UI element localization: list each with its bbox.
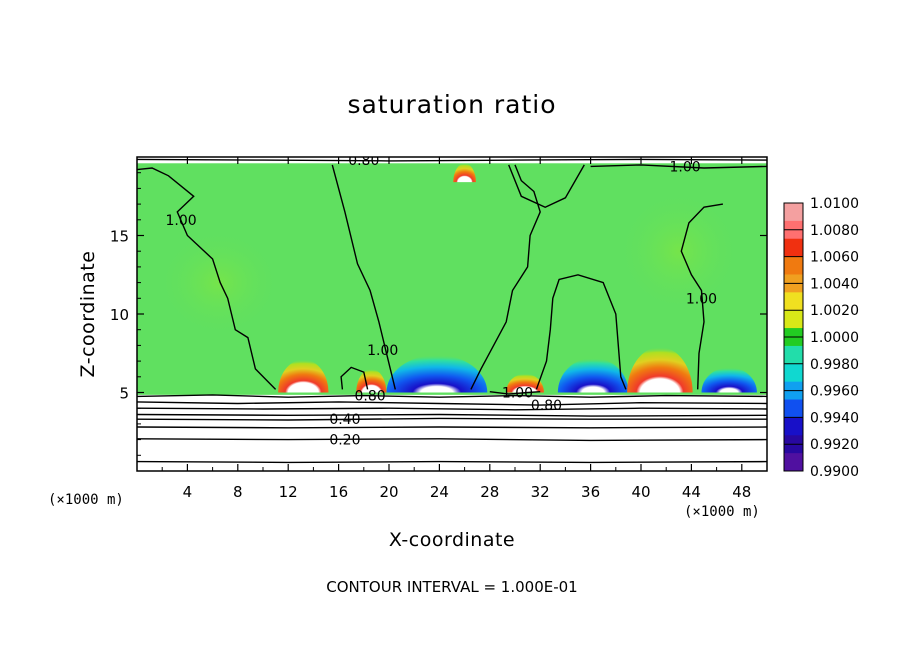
contour-lines: 1.001.001.001.001.000.800.800.800.400.20: [137, 153, 767, 464]
field-blob-cool: [701, 367, 757, 393]
contour-label: 1.00: [502, 386, 533, 402]
colorbar-label: 1.0040: [810, 276, 859, 292]
x-tick-label: 16: [329, 483, 348, 501]
x-tick-label: 40: [631, 483, 650, 501]
x-axis-label: X-coordinate: [389, 529, 515, 551]
colorbar-swatch: [784, 363, 803, 383]
contour-line: [470, 164, 541, 390]
colorbar-label: 1.0060: [810, 250, 859, 266]
colorbar: 1.0100 1.0080 1.0060 1.0040 1.0020 1.0000 0.99…: [783, 196, 859, 480]
x-tick-label: 8: [233, 483, 243, 501]
contour-line: [137, 426, 767, 429]
colorbar-swatch: [784, 417, 803, 436]
field-blob-cool: [557, 357, 629, 393]
contour-line: [137, 438, 767, 442]
x-tick-label: 20: [379, 483, 398, 501]
colorbar-swatch: [784, 292, 803, 311]
colorbar-label: 1.0080: [810, 223, 859, 239]
colorbar-label: 0.9980: [810, 357, 859, 373]
field-blob-warm: [627, 346, 693, 393]
contour-label: 0.80: [355, 389, 386, 405]
y-axis-label: Z-coordinate: [77, 251, 99, 378]
contour-line: [340, 366, 369, 390]
colorbar-label: 1.0020: [810, 303, 859, 319]
contour-line: [535, 274, 627, 390]
contour-interval-note: CONTOUR INTERVAL = 1.000E-01: [326, 578, 577, 596]
field-blob-warm: [278, 359, 329, 393]
field-blob-faint: [155, 227, 282, 338]
colorbar-label: 1.0000: [810, 330, 859, 346]
contour-line: [137, 460, 767, 464]
contour-label: 0.20: [329, 433, 360, 449]
colorbar-label: 0.9900: [810, 464, 859, 480]
field-blob-warm: [506, 373, 544, 393]
y-tick-label: 10: [110, 306, 129, 324]
contour-line: [680, 203, 724, 390]
contour-line: [508, 164, 585, 208]
colorbar-label: 0.9940: [810, 410, 859, 426]
colorbar-swatch: [784, 256, 803, 275]
contour-line: [137, 394, 767, 398]
contour-label: 1.00: [686, 291, 717, 307]
contour-label: 1.00: [367, 343, 398, 359]
x-tick-label: 24: [430, 483, 449, 501]
x-tick-label: 28: [480, 483, 499, 501]
y-tick-label: 5: [119, 385, 129, 403]
contour-line: [331, 164, 396, 390]
contour-line: [137, 413, 767, 417]
x-axis: 4 8 12 16 20 24 28 32 36 40 44 48: [161, 157, 751, 501]
contour-line: [137, 401, 767, 406]
contour-label: 0.40: [329, 412, 360, 428]
chart-title: saturation ratio: [347, 90, 556, 119]
x-tick-label: 12: [279, 483, 298, 501]
x-tick-label: 48: [732, 483, 751, 501]
contour-line: [137, 158, 767, 162]
field-blob-warm: [453, 163, 476, 183]
x-unit-label: (×1000 m): [684, 504, 760, 520]
contour-line: [590, 164, 767, 169]
field-blob-faint: [615, 188, 742, 314]
colorbar-label: 0.9920: [810, 437, 859, 453]
contour-label: 1.00: [670, 159, 701, 175]
contour-line: [137, 407, 767, 411]
x-tick-label: 32: [531, 483, 550, 501]
colorbar-swatch: [784, 453, 803, 472]
x-tick-label: 44: [682, 483, 701, 501]
x-tick-label: 4: [183, 483, 193, 501]
colorbar-swatch: [784, 203, 803, 222]
colorbar-swatch: [784, 345, 803, 365]
y-tick-label: 15: [110, 228, 129, 246]
contour-label: 1.00: [166, 213, 197, 229]
contour-line: [137, 167, 277, 390]
contour-label: 0.80: [348, 153, 379, 169]
contour-label: 0.80: [531, 398, 562, 414]
contour-line: [137, 417, 767, 421]
y-axis: 5 10 15: [110, 172, 767, 456]
colorbar-swatch: [784, 399, 803, 418]
plot-area: 1.001.001.001.001.000.800.800.800.400.20: [137, 153, 767, 471]
field-blob-cool: [386, 354, 488, 393]
colorbar-label: 0.9960: [810, 384, 859, 400]
subsaturated-layer: [137, 394, 767, 471]
contour-line: [489, 391, 541, 395]
colorbar-label: 1.0100: [810, 196, 859, 212]
colorbar-swatch: [784, 310, 803, 329]
colorbar-swatch: [784, 238, 803, 258]
z-unit-label: (×1000 m): [48, 492, 124, 508]
x-tick-label: 36: [581, 483, 600, 501]
